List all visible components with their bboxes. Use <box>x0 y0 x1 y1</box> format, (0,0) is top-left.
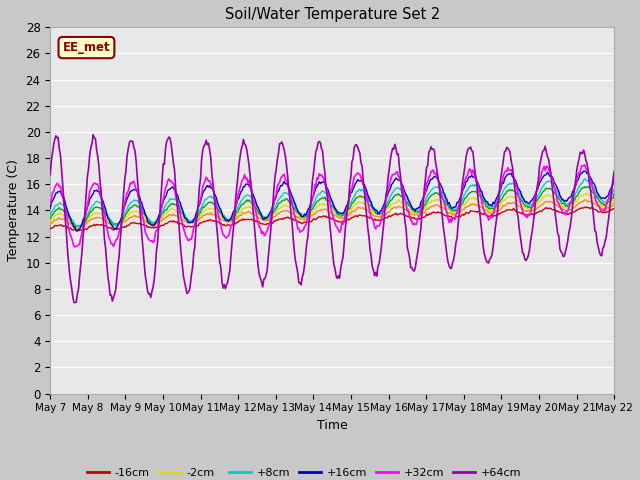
Y-axis label: Temperature (C): Temperature (C) <box>7 159 20 262</box>
Legend: -16cm, -8cm, -2cm, +2cm, +8cm, +16cm, +32cm, +64cm: -16cm, -8cm, -2cm, +2cm, +8cm, +16cm, +3… <box>83 463 525 480</box>
Title: Soil/Water Temperature Set 2: Soil/Water Temperature Set 2 <box>225 7 440 22</box>
Text: EE_met: EE_met <box>63 41 110 54</box>
X-axis label: Time: Time <box>317 419 348 432</box>
